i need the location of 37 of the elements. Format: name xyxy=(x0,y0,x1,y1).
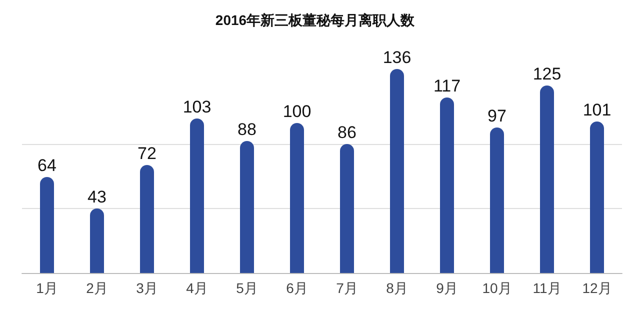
x-tick-label: 6月 xyxy=(286,280,308,296)
bar xyxy=(590,122,604,273)
data-label: 43 xyxy=(88,188,106,206)
data-label: 136 xyxy=(382,48,412,67)
x-tick-label: 4月 xyxy=(186,280,208,296)
data-label: 86 xyxy=(338,123,356,142)
bar xyxy=(40,177,54,273)
bar xyxy=(540,86,554,273)
bar xyxy=(290,123,304,273)
bar xyxy=(140,165,154,273)
bar xyxy=(390,69,404,273)
x-tick-label: 2月 xyxy=(86,280,108,296)
x-tick-label: 3月 xyxy=(136,280,158,296)
bar xyxy=(240,141,254,273)
data-label: 103 xyxy=(182,98,212,116)
bar xyxy=(340,144,354,273)
data-label: 101 xyxy=(582,100,612,120)
x-tick-label: 11月 xyxy=(532,280,562,296)
data-label: 117 xyxy=(433,76,461,96)
bar xyxy=(90,208,104,273)
data-label: 125 xyxy=(532,64,562,84)
x-tick-label: 7月 xyxy=(336,280,358,296)
x-tick-label: 1月 xyxy=(36,280,58,296)
bar xyxy=(440,98,454,273)
x-tick-label: 8月 xyxy=(386,280,408,296)
data-label: 97 xyxy=(488,106,506,126)
bar xyxy=(490,128,504,273)
data-label: 88 xyxy=(238,120,256,139)
x-tick-label: 5月 xyxy=(236,280,258,296)
x-tick-label: 12月 xyxy=(582,280,612,296)
bar xyxy=(190,118,204,273)
x-tick-label: 9月 xyxy=(436,280,458,296)
data-label: 72 xyxy=(138,144,156,163)
data-label: 64 xyxy=(38,156,56,175)
chart-title: 2016年新三板董秘每月离职人数 xyxy=(215,12,416,28)
data-label: 100 xyxy=(282,102,312,121)
x-tick-label: 10月 xyxy=(482,280,512,296)
